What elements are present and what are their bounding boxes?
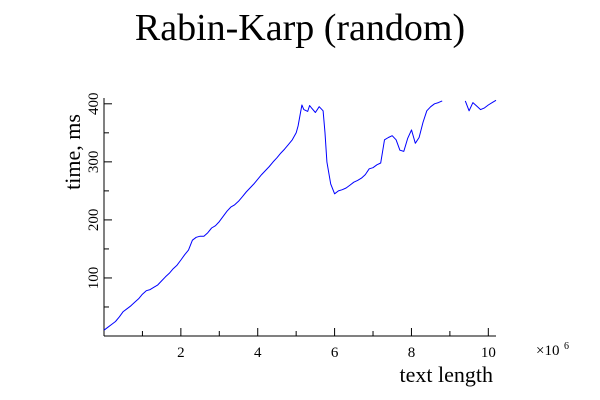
x-axis-label: text length	[400, 362, 493, 387]
x-multiplier-exponent: 6	[564, 341, 569, 352]
y-tick-label: 400	[86, 93, 102, 116]
y-tick-label: 200	[86, 209, 102, 232]
y-axis-label: time, ms	[60, 114, 85, 190]
x-tick-label: 2	[177, 345, 185, 361]
x-tick-label: 4	[254, 345, 262, 361]
data-series	[103, 99, 497, 331]
chart-title: Rabin-Karp (random)	[135, 7, 465, 49]
series-line-segment	[103, 100, 443, 331]
tick-marks	[104, 103, 489, 336]
x-multiplier-base: ×10	[536, 343, 559, 359]
x-tick-label: 10	[481, 345, 496, 361]
x-axis-multiplier: ×10 6	[536, 341, 569, 359]
y-tick-label: 100	[86, 267, 102, 290]
axes	[103, 98, 496, 337]
x-tick-label: 8	[408, 345, 416, 361]
tick-labels: 2 4 6 8 10 100 200 300 400	[86, 93, 496, 361]
x-tick-label: 6	[331, 345, 339, 361]
y-tick-label: 300	[86, 151, 102, 174]
series-line-segment	[464, 99, 497, 112]
